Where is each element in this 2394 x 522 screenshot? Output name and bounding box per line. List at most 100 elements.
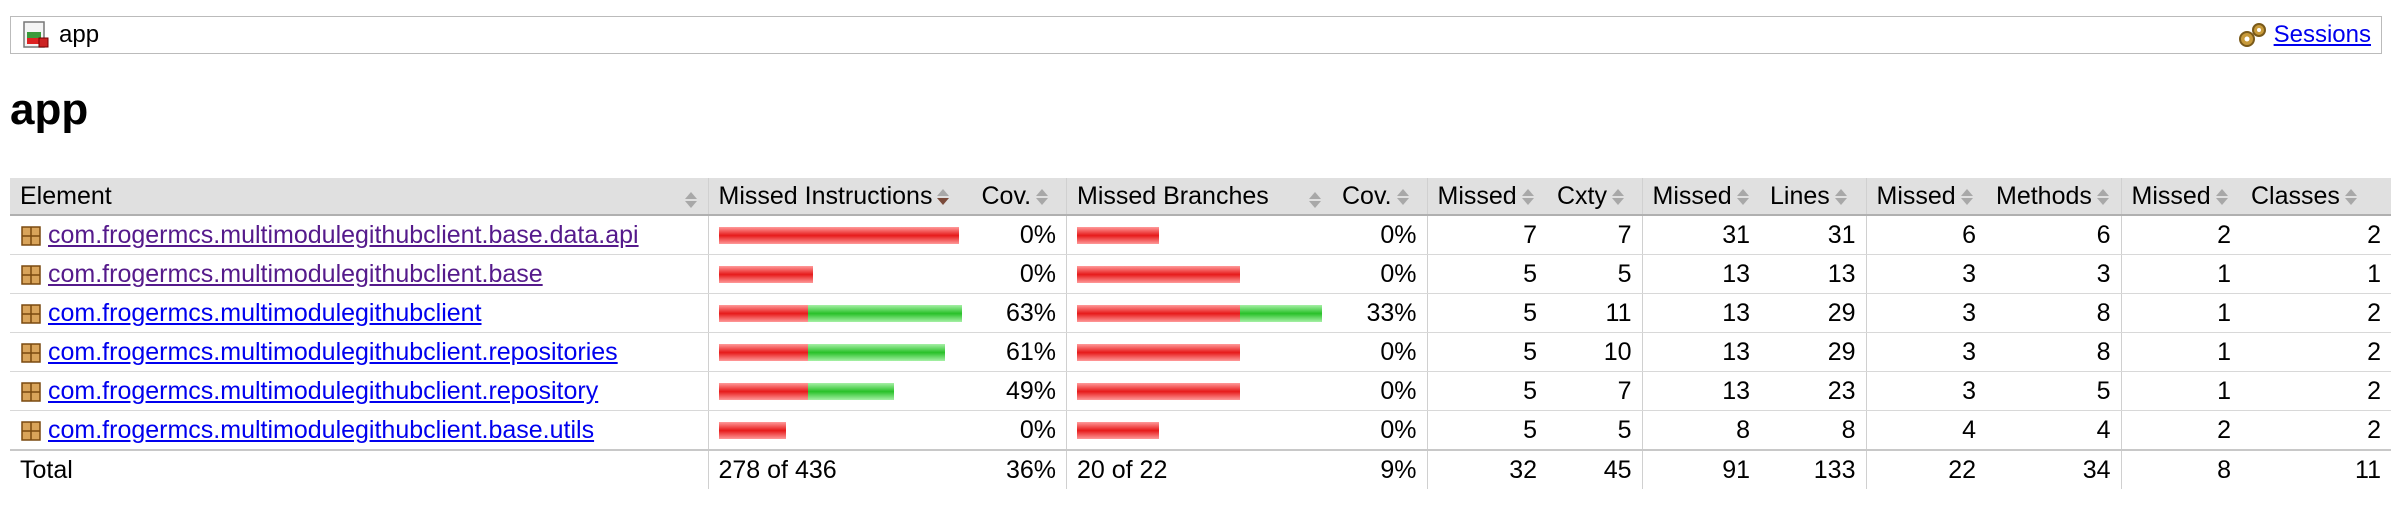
package-link[interactable]: com.frogermcs.multimodulegithubclient.ba… — [48, 220, 639, 249]
branches-cov: 0% — [1332, 332, 1427, 372]
sort-icon — [1035, 187, 1049, 207]
lines: 8 — [1760, 410, 1866, 451]
total-cxty: 45 — [1547, 449, 1642, 489]
missed-methods: 3 — [1865, 293, 1986, 333]
methods: 8 — [1986, 332, 2121, 372]
total-branches: 20 of 22 — [1066, 449, 1332, 489]
package-link[interactable]: com.frogermcs.multimodulegithubclient.re… — [48, 337, 618, 366]
package-link[interactable]: com.frogermcs.multimodulegithubclient.re… — [48, 376, 599, 405]
methods: 3 — [1986, 254, 2121, 294]
header-missed-classes[interactable]: Missed — [2120, 178, 2241, 216]
instructions-bar-cell — [707, 332, 972, 372]
missed-classes: 2 — [2120, 410, 2241, 451]
classes: 1 — [2241, 254, 2391, 294]
sessions-link[interactable]: Sessions — [2273, 21, 2371, 48]
missed-methods: 4 — [1865, 410, 1986, 451]
header-missed-methods[interactable]: Missed — [1865, 178, 1986, 216]
instructions-covered-bar — [807, 304, 962, 322]
element-cell: com.frogermcs.multimodulegithubclient.ba… — [10, 254, 708, 294]
sort-icon — [1960, 187, 1974, 207]
branches-bar-cell — [1066, 254, 1332, 294]
cxty: 5 — [1547, 410, 1642, 451]
branches-bar-cell — [1066, 332, 1332, 372]
branches-missed-bar — [1077, 382, 1240, 400]
sort-icon — [1611, 187, 1625, 207]
sort-icon — [1736, 187, 1750, 207]
total-branches-cov: 9% — [1332, 449, 1427, 489]
branches-bar — [1077, 265, 1322, 283]
branches-bar — [1077, 421, 1322, 439]
coverage-table: Element Missed Instructions Cov. Missed … — [10, 178, 2391, 489]
package-icon — [20, 264, 42, 286]
instructions-bar-cell — [707, 215, 972, 255]
instructions-missed-bar — [718, 382, 808, 400]
table-row: com.frogermcs.multimodulegithubclient.ba… — [10, 215, 2391, 255]
branches-missed-bar — [1077, 421, 1159, 439]
sessions-icon — [2236, 20, 2270, 50]
element-cell: com.frogermcs.multimodulegithubclient — [10, 293, 708, 333]
missed-classes: 1 — [2120, 371, 2241, 411]
lines: 13 — [1760, 254, 1866, 294]
total-row: Total 278 of 436 36% 20 of 22 9% 32 45 9… — [10, 449, 2391, 489]
header-cxty[interactable]: Cxty — [1547, 178, 1642, 216]
package-link[interactable]: com.frogermcs.multimodulegithubclient.ba… — [48, 415, 595, 444]
branches-cov: 0% — [1332, 215, 1427, 255]
sort-icon — [2344, 187, 2358, 207]
missed-methods: 3 — [1865, 254, 1986, 294]
cxty: 11 — [1547, 293, 1642, 333]
branches-bar — [1077, 304, 1322, 322]
lines: 29 — [1760, 293, 1866, 333]
header-methods[interactable]: Methods — [1986, 178, 2121, 216]
sort-icon — [1521, 187, 1535, 207]
total-label: Total — [10, 449, 708, 489]
header-branches-cov[interactable]: Cov. — [1332, 178, 1427, 216]
branches-cov: 0% — [1332, 371, 1427, 411]
table-row: com.frogermcs.multimodulegithubclient.re… — [10, 371, 2391, 411]
cxty: 7 — [1547, 371, 1642, 411]
header-element[interactable]: Element — [10, 178, 708, 216]
sort-desc-icon — [936, 187, 950, 207]
missed-classes: 1 — [2120, 293, 2241, 333]
element-cell: com.frogermcs.multimodulegithubclient.re… — [10, 371, 708, 411]
branches-covered-bar — [1240, 304, 1322, 322]
branches-missed-bar — [1077, 304, 1240, 322]
header-classes[interactable]: Classes — [2241, 178, 2391, 216]
missed-classes: 1 — [2120, 254, 2241, 294]
package-link[interactable]: com.frogermcs.multimodulegithubclient — [48, 298, 482, 327]
instructions-missed-bar — [718, 265, 813, 283]
total-methods: 34 — [1986, 449, 2121, 489]
breadcrumb-app-label: app — [59, 21, 100, 48]
instructions-missed-bar — [718, 226, 959, 244]
total-missed-lines: 91 — [1641, 449, 1760, 489]
report-icon — [21, 20, 51, 50]
header-missed-instructions[interactable]: Missed Instructions — [707, 178, 972, 216]
missed-cxty: 5 — [1426, 371, 1547, 411]
missed-lines: 13 — [1641, 293, 1760, 333]
missed-classes: 1 — [2120, 332, 2241, 372]
branches-bar — [1077, 382, 1322, 400]
breadcrumb-right: Sessions — [2236, 20, 2381, 50]
sort-icon — [1308, 190, 1322, 210]
package-icon — [20, 342, 42, 364]
branches-bar-cell — [1066, 293, 1332, 333]
header-lines[interactable]: Lines — [1760, 178, 1866, 216]
instructions-bar — [718, 265, 962, 283]
table-row: com.frogermcs.multimodulegithubclient.ba… — [10, 254, 2391, 294]
header-missed-lines[interactable]: Missed — [1641, 178, 1760, 216]
header-instructions-cov[interactable]: Cov. — [971, 178, 1067, 216]
header-missed-branches[interactable]: Missed Branches — [1066, 178, 1332, 216]
page-title: app — [10, 85, 89, 134]
package-icon — [20, 225, 42, 247]
missed-methods: 3 — [1865, 371, 1986, 411]
branches-bar-cell — [1066, 371, 1332, 411]
header-missed-cxty[interactable]: Missed — [1426, 178, 1547, 216]
missed-lines: 13 — [1641, 254, 1760, 294]
instructions-bar-cell — [707, 293, 972, 333]
instructions-bar-cell — [707, 254, 972, 294]
element-cell: com.frogermcs.multimodulegithubclient.ba… — [10, 215, 708, 255]
missed-classes: 2 — [2120, 215, 2241, 255]
branches-cov: 33% — [1332, 293, 1427, 333]
missed-lines: 13 — [1641, 332, 1760, 372]
classes: 2 — [2241, 332, 2391, 372]
package-link[interactable]: com.frogermcs.multimodulegithubclient.ba… — [48, 259, 543, 288]
